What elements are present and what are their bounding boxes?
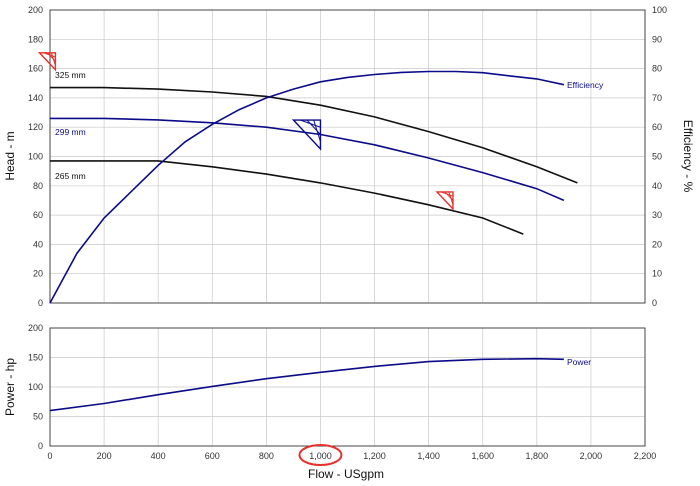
y2-tick-label: 80 xyxy=(652,64,662,74)
bep-marker-hatch xyxy=(306,119,321,135)
series-line-325-mm xyxy=(50,86,578,184)
y-tick-label: 100 xyxy=(28,382,43,392)
y-axis-label-head: Head - m xyxy=(3,131,17,180)
x-tick-label: 1,000 xyxy=(309,451,332,461)
series-label-power: Power xyxy=(567,357,591,367)
plot-frame xyxy=(49,9,646,304)
x-tick-label: 1,200 xyxy=(363,451,386,461)
y-tick-label: 0 xyxy=(38,298,43,308)
x-tick-label: 2,000 xyxy=(580,451,603,461)
highlight-circle xyxy=(298,444,343,466)
y-tick-label: 50 xyxy=(33,412,43,422)
bep-marker xyxy=(291,119,322,151)
x-tick-label: 1,800 xyxy=(526,451,549,461)
head-efficiency-panel: 0 20 40 60 80 100 120 140 160 180 200 0 10 20 30 40 50 60… xyxy=(28,5,667,308)
y2-tick-label: 70 xyxy=(652,93,662,103)
bep-marker-hatch xyxy=(313,119,321,142)
plot-frame xyxy=(49,327,646,447)
bep-marker xyxy=(37,52,57,72)
y-tick-label: 140 xyxy=(28,93,43,103)
y2-axis-label-efficiency: Efficiency - % xyxy=(681,120,695,193)
y2-tick-label: 10 xyxy=(652,269,662,279)
x-tick-label: 1,400 xyxy=(417,451,440,461)
y-tick-label: 0 xyxy=(38,441,43,451)
bep-marker-outline xyxy=(435,191,454,211)
y2-tick-label: 40 xyxy=(652,181,662,191)
y2-tick-label: 60 xyxy=(652,122,662,132)
y-tick-label: 120 xyxy=(28,122,43,132)
y2-tick-label: 0 xyxy=(652,298,657,308)
y-tick-label: 20 xyxy=(33,269,43,279)
y-axis-label-power: Power - hp xyxy=(3,358,17,416)
y-tick-label: 150 xyxy=(28,353,43,363)
bep-marker xyxy=(435,191,454,211)
series-line-299-mm xyxy=(50,117,565,202)
series-label-299-mm: 299 mm xyxy=(55,127,86,137)
x-tick-label: 800 xyxy=(259,451,274,461)
series-line-power xyxy=(49,357,564,412)
y2-tick-label: 50 xyxy=(652,152,662,162)
y2-tick-label: 20 xyxy=(652,239,662,249)
y-tick-label: 100 xyxy=(28,152,43,162)
y2-tick-label: 100 xyxy=(652,5,667,15)
y2-tick-label: 30 xyxy=(652,210,662,220)
x-tick-label: 1,600 xyxy=(471,451,494,461)
y-tick-label: 60 xyxy=(33,210,43,220)
y2-tick-label: 90 xyxy=(652,34,662,44)
bep-marker-hatch xyxy=(50,52,56,66)
series-label-265-mm: 265 mm xyxy=(55,171,86,181)
y-tick-label: 160 xyxy=(28,64,43,74)
y-tick-label: 200 xyxy=(28,5,43,15)
power-panel: 0 50 100 150 200 0 200 400 600 800 1,000 1,200 1,400… xyxy=(28,323,657,466)
x-tick-label: 0 xyxy=(47,451,52,461)
y-tick-label: 40 xyxy=(33,239,43,249)
x-tick-label: 2,200 xyxy=(634,451,657,461)
x-axis-label-flow: Flow - USgpm xyxy=(308,467,384,481)
series-label-efficiency: Efficiency xyxy=(567,80,604,90)
series-label-325-mm: 325 mm xyxy=(55,70,86,80)
series-line-265-mm xyxy=(50,160,524,235)
x-tick-label: 600 xyxy=(205,451,220,461)
y-tick-label: 200 xyxy=(28,323,43,333)
series-line-efficiency xyxy=(49,70,565,304)
y-tick-label: 80 xyxy=(33,181,43,191)
x-tick-label: 200 xyxy=(97,451,112,461)
bep-marker-hatch xyxy=(448,191,454,205)
y-tick-label: 180 xyxy=(28,34,43,44)
x-tick-label: 400 xyxy=(151,451,166,461)
